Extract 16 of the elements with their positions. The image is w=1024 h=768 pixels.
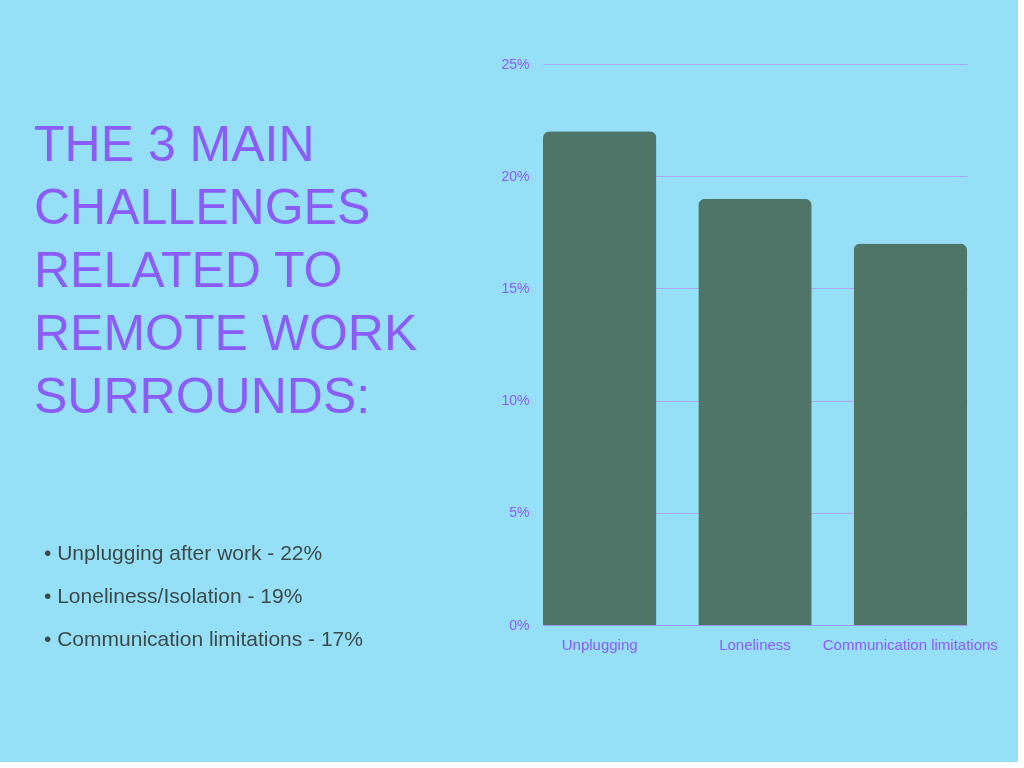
bar [698,198,812,625]
x-tick-label: Communication limitations [822,635,998,653]
y-tick-label: 25% [501,55,530,72]
text: THE 3 MAIN CHALLENGES RELATED TO REMOTE WORK SURROUNDS: [34,116,418,424]
text: • Unplugging after work - 22% [44,541,323,564]
y-tick-label: 5% [509,504,530,521]
text: • Communication limitations - 17% [44,627,363,650]
x-tick-label: Loneliness [719,635,791,653]
y-tick-label: 10% [501,392,530,409]
text: • Loneliness/Isolation - 19% [44,584,303,607]
y-tick-label: 15% [501,279,530,296]
bar [853,243,967,625]
x-tick-label: Unplugging [561,635,638,653]
y-tick-label: 0% [509,616,530,633]
bar [543,131,657,625]
y-tick-label: 20% [501,167,530,184]
